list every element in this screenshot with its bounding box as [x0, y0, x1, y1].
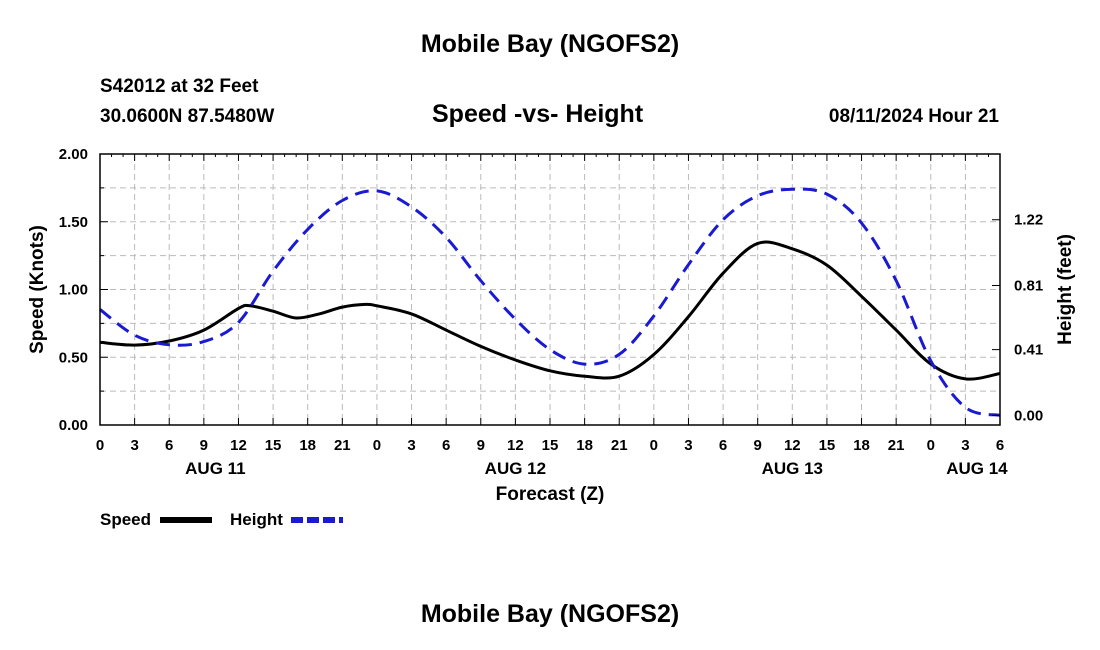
x-tick-label: 3 [961, 437, 969, 454]
x-tick-label: 9 [200, 437, 208, 454]
x-tick-label: 18 [299, 437, 316, 454]
x-tick-label: 12 [230, 437, 247, 454]
x-tick-label: 21 [334, 437, 351, 454]
date-label: AUG 12 [485, 459, 546, 478]
x-tick-label: 12 [507, 437, 524, 454]
footer-title: Mobile Bay (NGOFS2) [420, 600, 680, 628]
y2-tick-label: 1.22 [1014, 212, 1043, 229]
height-series-line [99, 187, 1001, 417]
y-tick-label: 1.00 [59, 282, 88, 299]
y-axis-title: Speed (Knots) [27, 225, 48, 354]
date-label: AUG 11 [185, 459, 245, 478]
speed-series-line [99, 240, 1001, 381]
x-tick-label: 21 [611, 437, 628, 454]
legend: Speed Height [100, 510, 343, 529]
x-tick-label: 18 [576, 437, 593, 454]
x-axis-title: Forecast (Z) [496, 484, 605, 505]
x-tick-label: 0 [927, 437, 935, 454]
forecast-datetime: 08/11/2024 Hour 21 [828, 106, 999, 127]
y2-axis-title: Height (feet) [1055, 234, 1076, 345]
x-tick-label: 15 [819, 437, 836, 454]
x-tick-label: 6 [442, 437, 450, 454]
y2-tick-label: 0.41 [1014, 342, 1043, 359]
station-label: S42012 at 32 Feet [100, 76, 259, 97]
x-tick-label: 9 [477, 437, 485, 454]
chart-main-title: Mobile Bay (NGOFS2) [420, 30, 680, 58]
x-tick-label: 3 [684, 437, 692, 454]
x-tick-label: 6 [996, 437, 1004, 454]
y-tick-label: 0.00 [59, 417, 88, 434]
axis-labels: 0 3 6 9 12 15 18 21 0 3 6 9 12 15 18 21 0 3 6 9 12 15 18 21 0 3 60… [27, 146, 1076, 505]
y2-tick-label: 0.00 [1014, 407, 1043, 424]
legend-speed-label: Speed [100, 510, 151, 529]
y2-tick-label: 0.81 [1014, 277, 1043, 294]
x-tick-label: 9 [754, 437, 762, 454]
y-tick-label: 0.50 [59, 349, 88, 366]
x-tick-label: 18 [853, 437, 870, 454]
axis-ticks [99, 153, 1001, 426]
legend-height-label: Height [230, 510, 283, 529]
x-tick-label: 21 [888, 437, 905, 454]
series-lines [99, 187, 1001, 417]
x-tick-label: 0 [373, 437, 381, 454]
x-tick-label: 6 [719, 437, 727, 454]
coordinates-label: 30.0600N 87.5480W [100, 106, 275, 127]
x-tick-label: 15 [265, 437, 282, 454]
date-label: AUG 13 [762, 459, 823, 478]
x-tick-label: 3 [407, 437, 415, 454]
x-tick-label: 6 [165, 437, 173, 454]
y-tick-label: 2.00 [59, 146, 88, 163]
x-tick-label: 0 [96, 437, 104, 454]
chart-subtitle: Speed -vs- Height [432, 100, 644, 128]
x-tick-label: 0 [650, 437, 658, 454]
x-tick-label: 12 [784, 437, 801, 454]
x-tick-label: 3 [130, 437, 138, 454]
grid-lines [100, 154, 1000, 425]
y-tick-label: 1.50 [59, 214, 88, 231]
date-label: AUG 14 [946, 459, 1008, 478]
x-tick-label: 15 [542, 437, 559, 454]
